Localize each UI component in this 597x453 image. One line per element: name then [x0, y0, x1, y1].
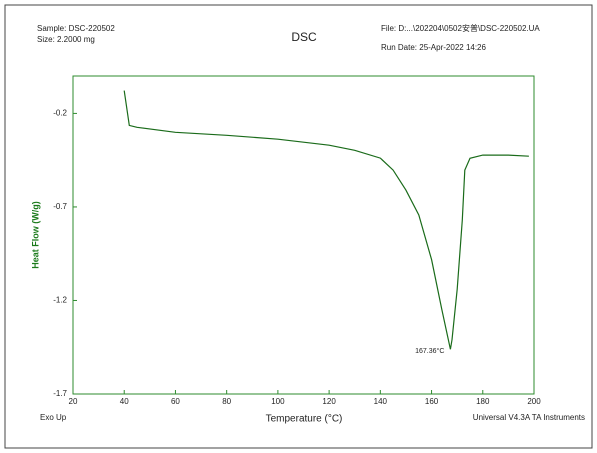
x-tick-label: 40 [120, 397, 129, 406]
x-axis-title: Temperature (°C) [266, 414, 343, 425]
y-axis-title: Heat Flow (W/g) [30, 201, 40, 269]
page-frame [4, 4, 593, 449]
x-tick-label: 140 [374, 397, 388, 406]
y-tick-label: -0.2 [53, 109, 67, 118]
peak-annotation: 167.36°C [415, 347, 444, 355]
curve [123, 90, 529, 350]
x-tick-label: 180 [476, 397, 490, 406]
instrument-label: Universal V4.3A TA Instruments [473, 413, 585, 422]
plot-frame [72, 75, 535, 395]
x-tick-label: 80 [222, 397, 231, 406]
size-label: Size: 2.2000 mg [37, 35, 95, 44]
y-tick-label: -1.2 [53, 296, 67, 305]
y-tick-label: -1.7 [53, 389, 67, 398]
file-label: File: D:...\202204\0502安普\DSC-220502.UA [381, 23, 540, 33]
x-tick-label: 60 [171, 397, 180, 406]
x-tick-label: 160 [425, 397, 439, 406]
x-tick-label: 200 [527, 397, 541, 406]
x-tick-label: 20 [69, 397, 78, 406]
chart-title: DSC [291, 30, 317, 44]
exo-up: Exo Up [40, 413, 67, 422]
sample-label: Sample: DSC-220502 [37, 24, 115, 33]
run-date-label: Run Date: 25-Apr-2022 14:26 [381, 43, 487, 52]
y-tick-label: -0.7 [53, 202, 67, 211]
x-tick-label: 120 [322, 397, 336, 406]
x-tick-label: 100 [271, 397, 285, 406]
